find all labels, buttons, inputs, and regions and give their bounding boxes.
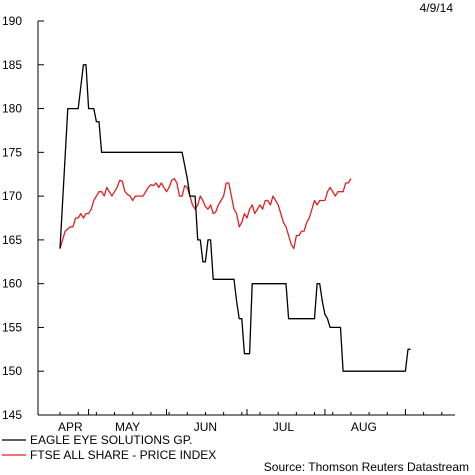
series-line-ftse bbox=[59, 177, 352, 250]
series-line-eagle-eye bbox=[59, 64, 411, 372]
chart-date: 4/9/14 bbox=[420, 1, 454, 15]
y-tick-label: 175 bbox=[2, 145, 22, 159]
x-tick-label: JUL bbox=[273, 420, 295, 434]
y-tick-label: 170 bbox=[2, 189, 22, 203]
x-tick-label: APR bbox=[58, 420, 83, 434]
legend-label-eagle-eye: EAGLE EYE SOLUTIONS GP. bbox=[30, 433, 193, 447]
x-tick-label: JUN bbox=[194, 420, 217, 434]
y-tick-label: 160 bbox=[2, 277, 22, 291]
chart-legend: EAGLE EYE SOLUTIONS GP. FTSE ALL SHARE -… bbox=[2, 433, 216, 462]
x-axis-ticks: APR MAY JUN JUL AUG bbox=[58, 409, 443, 434]
x-tick-label: AUG bbox=[351, 420, 377, 434]
y-tick-label: 185 bbox=[2, 58, 22, 72]
x-tick-label: MAY bbox=[115, 420, 140, 434]
y-axis-ticks: 145 150 155 160 165 170 175 180 185 190 bbox=[2, 14, 44, 422]
y-tick-label: 150 bbox=[2, 364, 22, 378]
chart-series bbox=[59, 64, 411, 372]
chart-axes bbox=[37, 21, 455, 416]
y-tick-label: 165 bbox=[2, 233, 22, 247]
source-note: Source: Thomson Reuters Datastream bbox=[264, 460, 469, 474]
y-tick-label: 145 bbox=[2, 408, 22, 422]
legend-label-ftse: FTSE ALL SHARE - PRICE INDEX bbox=[30, 448, 216, 462]
y-tick-label: 190 bbox=[2, 14, 22, 28]
y-tick-label: 155 bbox=[2, 320, 22, 334]
y-tick-label: 180 bbox=[2, 102, 22, 116]
